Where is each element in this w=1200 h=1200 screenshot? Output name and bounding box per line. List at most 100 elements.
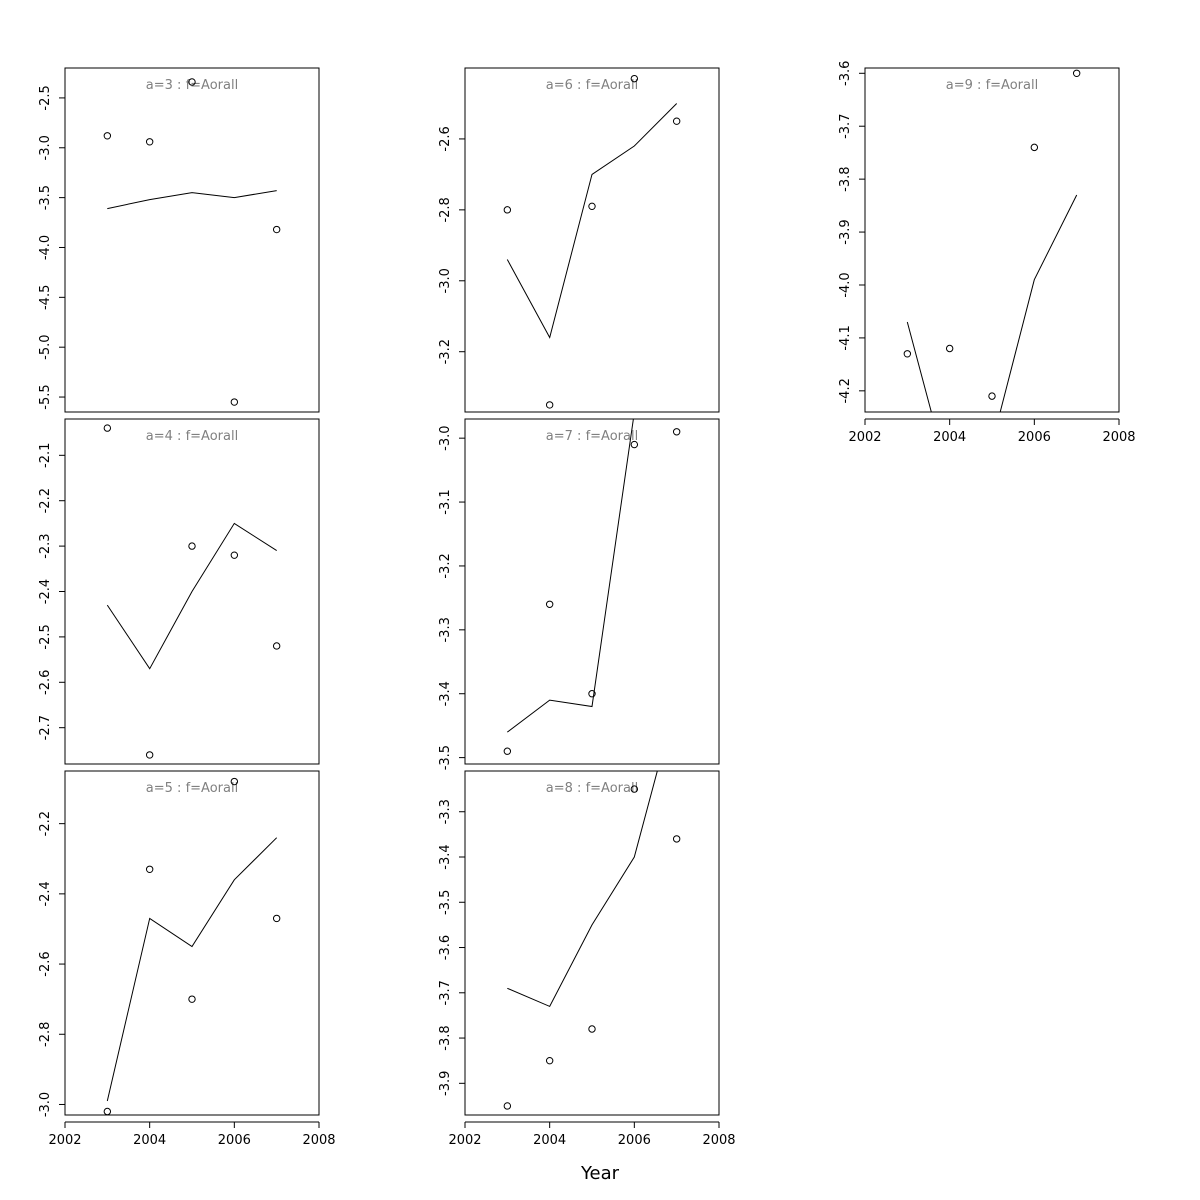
fitted-line — [107, 190, 277, 210]
y-tick-label: -3.0 — [38, 1092, 53, 1117]
y-tick-label: -3.9 — [838, 219, 853, 244]
y-tick-label: -3.7 — [438, 980, 453, 1005]
y-tick-label: -3.7 — [838, 114, 853, 139]
observed-point — [588, 1025, 596, 1033]
x-tick-label: 2004 — [933, 430, 966, 445]
y-tick-label: -3.0 — [438, 268, 453, 293]
y-tick-label: -2.4 — [38, 881, 53, 906]
observed-point — [230, 777, 239, 786]
y-tick-label: -3.8 — [438, 1025, 453, 1050]
x-tick-label: 2006 — [1018, 430, 1051, 445]
observed-point — [630, 74, 639, 83]
observed-point — [903, 350, 912, 358]
observed-point — [145, 751, 154, 759]
fitted-line — [507, 771, 658, 1008]
panel-7: a=9 : f=Aorall -3.6 -3.7 -3.8 -3.9 -4.0 -4.1 -4… — [838, 61, 1136, 445]
y-tick-label: -2.2 — [38, 811, 53, 836]
fitted-line — [906, 194, 1078, 412]
x-tick-label: 2006 — [218, 1133, 251, 1148]
observed-point — [945, 344, 954, 353]
fitted-line — [106, 837, 278, 1102]
fitted-line — [506, 419, 634, 733]
observed-point — [188, 995, 196, 1003]
observed-point — [272, 642, 281, 650]
observed-point — [630, 785, 639, 793]
y-tick-label: -3.2 — [438, 339, 453, 364]
panel-title: a=5 : f=Aorall — [146, 781, 238, 796]
y-tick-label: -2.8 — [438, 197, 453, 222]
observed-point — [103, 424, 112, 432]
observed-point — [103, 1107, 112, 1116]
panel-frame — [864, 67, 1120, 413]
observed-point — [272, 914, 281, 923]
y-tick-label: -2.6 — [38, 670, 53, 695]
y-tick-label: -3.5 — [438, 890, 453, 915]
y-tick-label: -2.3 — [38, 533, 53, 558]
y-tick-label: -4.5 — [38, 285, 53, 310]
observed-point — [1072, 69, 1081, 77]
observed-point — [230, 398, 239, 406]
observed-point — [1030, 143, 1039, 152]
observed-point — [145, 865, 154, 873]
panel-4: a=6 : f=Aorall -2.6 -2.8 -3.0 -3.2 — [438, 67, 720, 413]
y-tick-label: -3.0 — [38, 135, 53, 160]
y-tick-label: -5.0 — [38, 335, 53, 360]
y-tick-label: -2.1 — [38, 443, 53, 468]
observed-point — [588, 202, 596, 211]
x-tick-label: 2008 — [702, 1133, 735, 1148]
observed-point — [503, 206, 512, 214]
observed-point — [672, 428, 681, 436]
y-tick-label: -3.3 — [438, 617, 453, 642]
observed-point — [188, 542, 196, 550]
observed-point — [588, 690, 596, 698]
panel-frame — [64, 67, 320, 413]
y-tick-label: -3.0 — [438, 425, 453, 450]
y-tick-label: -5.5 — [38, 384, 53, 409]
panel-frame — [464, 67, 720, 413]
y-tick-label: -3.5 — [38, 185, 53, 210]
x-tick-label: 2008 — [302, 1133, 335, 1148]
y-tick-label: -2.4 — [38, 579, 53, 604]
y-tick-label: -3.1 — [438, 489, 453, 514]
observed-point — [103, 132, 112, 140]
y-tick-label: -2.8 — [38, 1022, 53, 1047]
panel-frame — [64, 770, 320, 1116]
y-tick-label: -3.5 — [438, 745, 453, 770]
panel-title: a=8 : f=Aorall — [546, 781, 638, 796]
x-axis-label: Year — [580, 1163, 620, 1184]
fitted-line — [106, 522, 277, 670]
x-tick-label: 2008 — [1102, 430, 1135, 445]
y-tick-label: -2.5 — [38, 624, 53, 649]
panel-title: a=4 : f=Aorall — [146, 429, 238, 444]
observed-point — [672, 117, 681, 125]
observed-point — [630, 440, 639, 449]
y-tick-label: -2.7 — [38, 715, 53, 740]
observed-point — [272, 225, 281, 234]
y-tick-label: -3.6 — [838, 61, 853, 86]
x-tick-label: 2002 — [848, 430, 881, 445]
x-tick-label: 2004 — [533, 1133, 566, 1148]
y-tick-label: -4.0 — [838, 272, 853, 297]
panel-title: a=7 : f=Aorall — [546, 429, 638, 444]
y-tick-label: -2.6 — [438, 126, 453, 151]
y-tick-label: -2.2 — [38, 488, 53, 513]
observed-point — [545, 600, 554, 608]
panel-1: a=3 : f=Aorall-2.5-3.0-3.5-4.0-4.5-5.0-5… — [38, 67, 320, 413]
y-tick-label: -3.3 — [438, 799, 453, 824]
panel-frame — [464, 418, 720, 765]
observed-point — [503, 1102, 512, 1110]
observed-point — [672, 835, 681, 843]
observed-point — [545, 401, 554, 409]
y-tick-label: -4.1 — [838, 325, 853, 350]
panel-3: a=5 : f=Aorall -2.2 -2.4 -2.6 -2.8 -3.0 2002 20… — [38, 770, 336, 1148]
x-tick-label: 2002 — [448, 1133, 481, 1148]
y-tick-label: -3.6 — [438, 935, 453, 960]
observed-point — [188, 78, 196, 86]
y-tick-label: -3.2 — [438, 553, 453, 578]
y-tick-label: -3.4 — [438, 681, 453, 706]
y-tick-label: -4.2 — [838, 378, 853, 403]
y-tick-label: -3.9 — [438, 1071, 453, 1096]
fitted-line — [506, 103, 678, 339]
y-tick-label: -3.4 — [438, 844, 453, 869]
